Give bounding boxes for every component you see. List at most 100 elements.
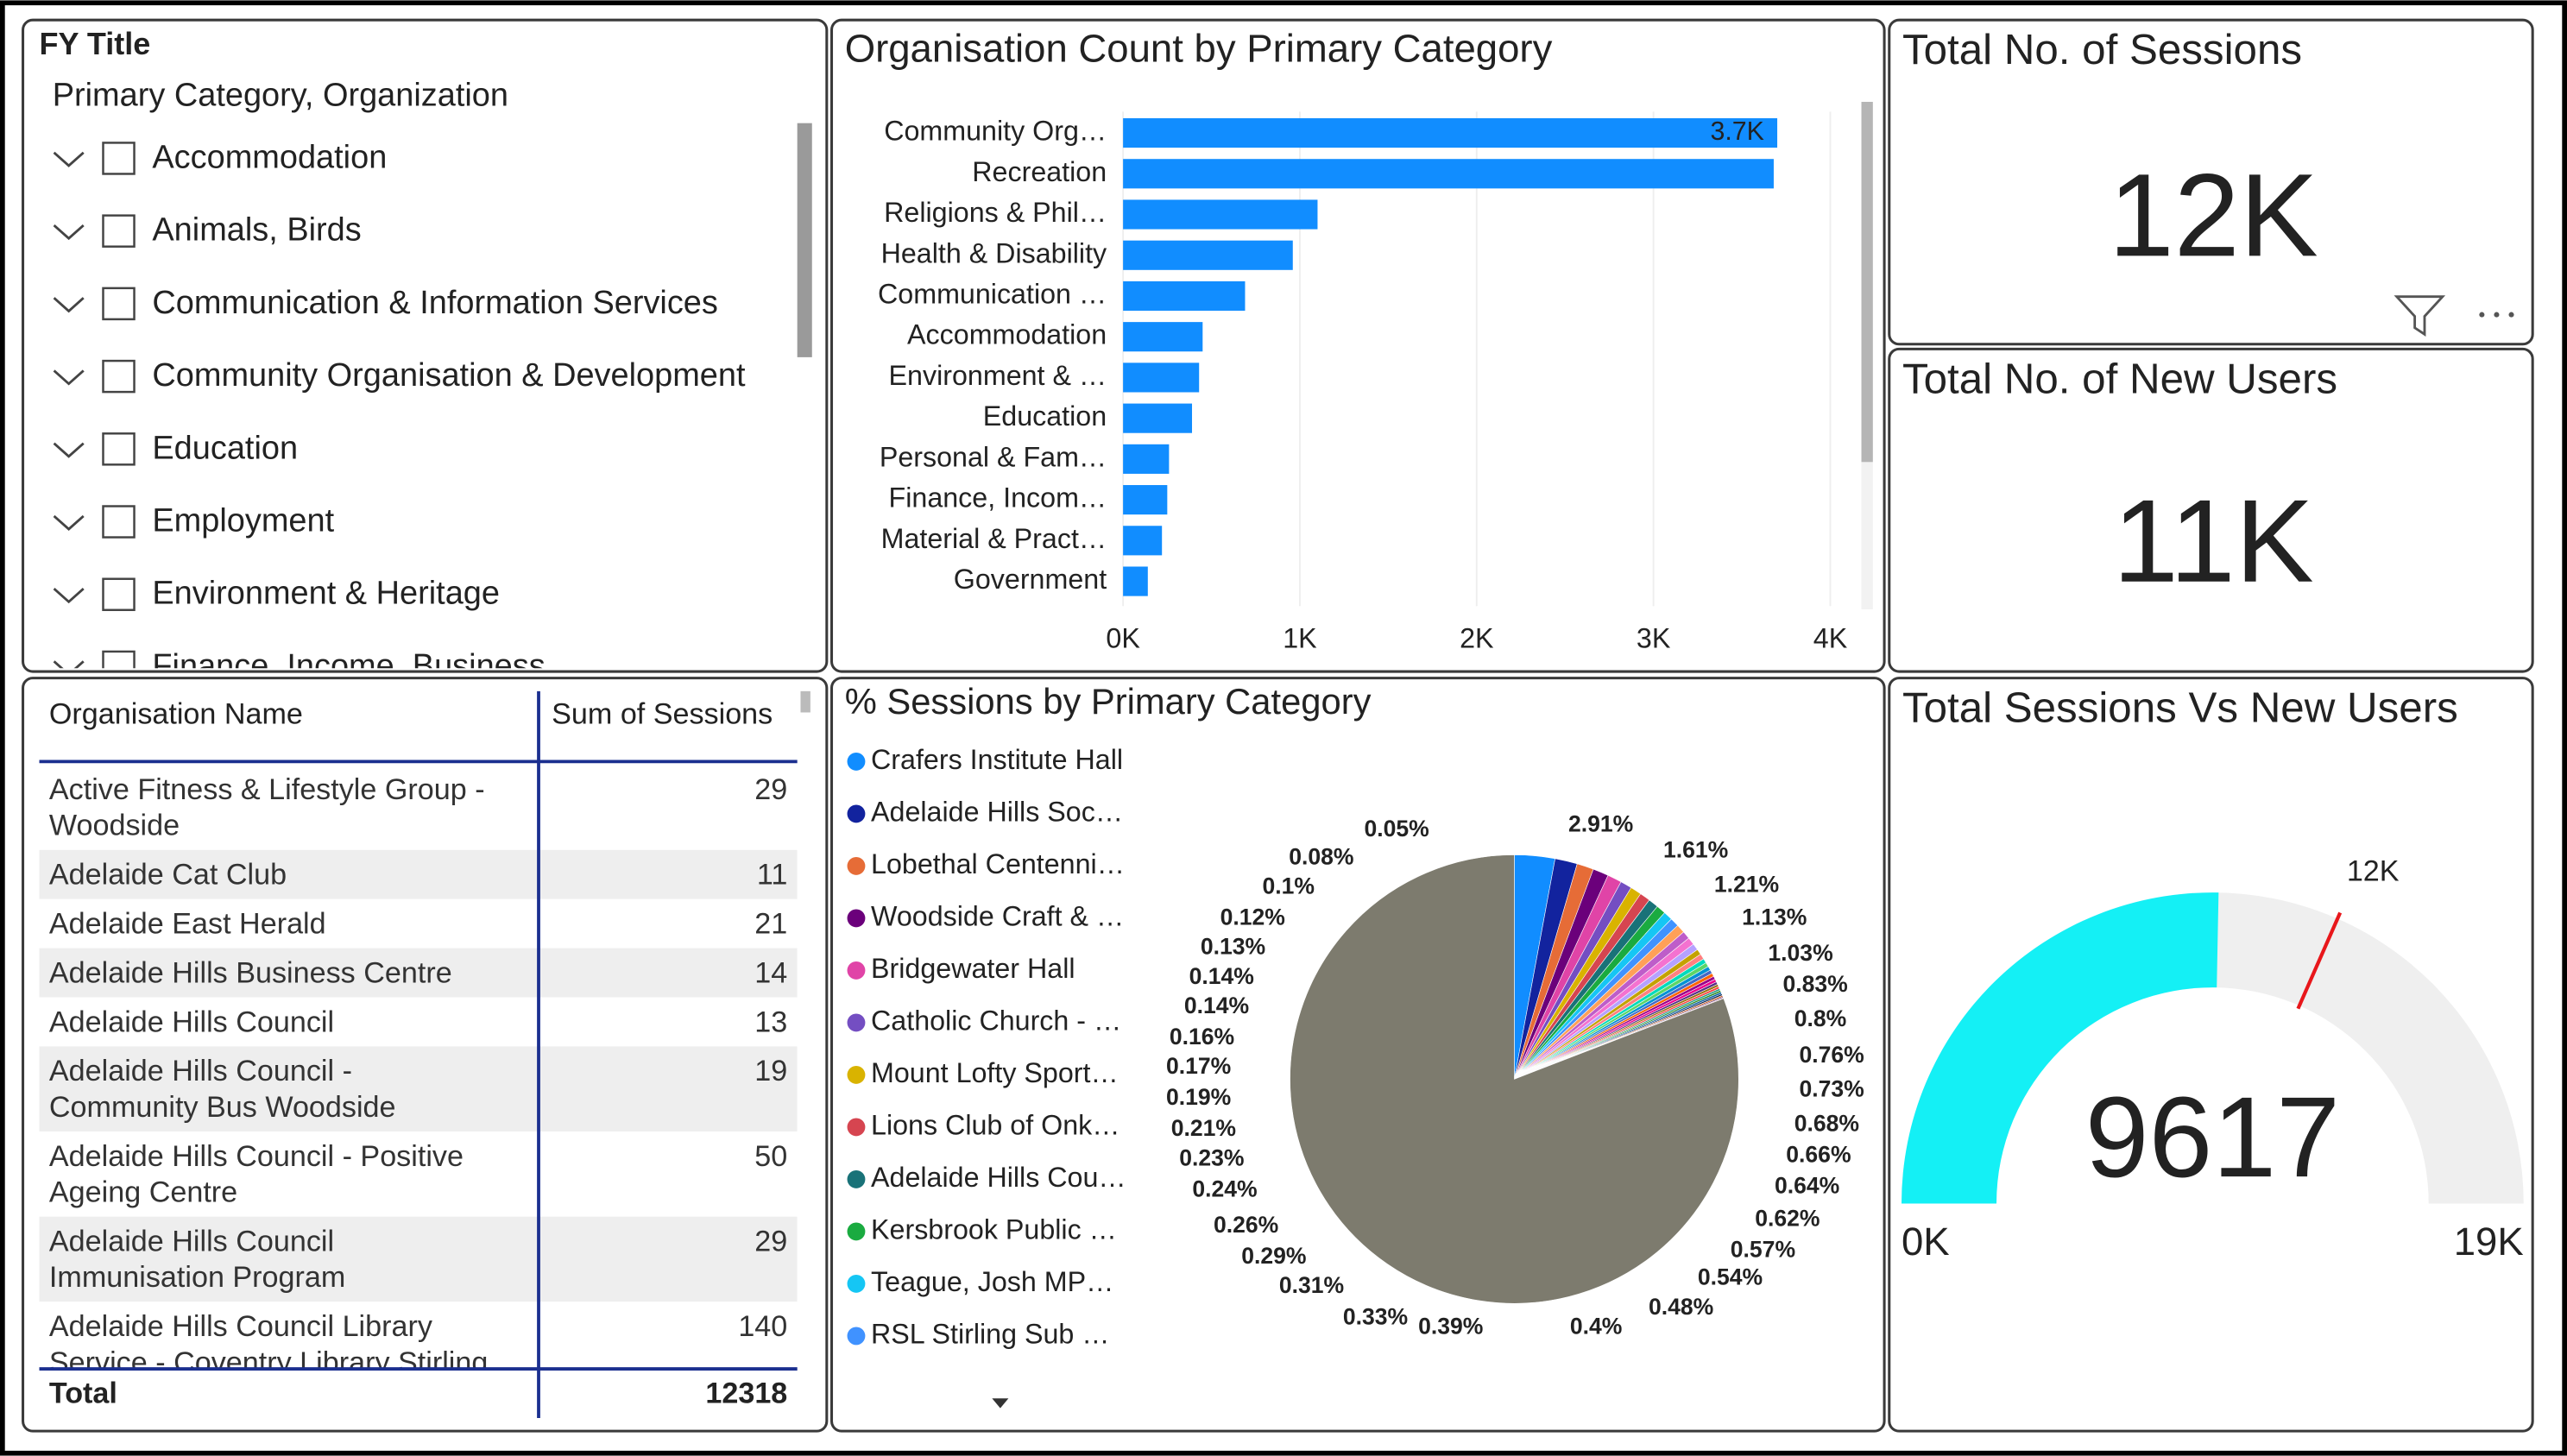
cell-value: 21 (754, 907, 788, 941)
table-row: Active Fitness & Lifestyle Group - Woods… (39, 765, 798, 850)
column-header[interactable]: Organisation Name (49, 697, 303, 730)
x-tick-label: 0K (1106, 623, 1140, 654)
cell-value: 19 (754, 1054, 788, 1087)
legend-marker (847, 909, 866, 928)
table-row: Adelaide Hills Business Centre 14 (39, 948, 798, 998)
gauge-fill (1901, 892, 2219, 1204)
expand-chevron[interactable] (53, 369, 85, 386)
y-tick-label: Environment & … (889, 360, 1107, 391)
card-value: 12K (2109, 148, 2318, 280)
checkbox[interactable] (102, 505, 136, 539)
legend-marker (847, 1118, 866, 1137)
unlabeled-slices (1290, 854, 1739, 1304)
gauge-tick-label: 0K (1902, 1220, 1950, 1264)
legend-label: RSL Stirling Sub … (871, 1318, 1109, 1349)
gauge-panel (1888, 677, 2534, 1433)
slicer-item: Employment (152, 502, 334, 539)
expand-chevron[interactable] (53, 660, 85, 674)
table-row: Adelaide Hills Council Immunisation Prog… (39, 1216, 798, 1302)
slicer-header: Primary Category, Organization (53, 77, 508, 113)
data-label: 0.17% (1166, 1053, 1231, 1079)
cell-value: 140 (738, 1309, 788, 1343)
bar (1123, 159, 1774, 189)
gauge-tick-label: 19K (2454, 1220, 2524, 1264)
data-label: 0.64% (1775, 1173, 1839, 1199)
expand-chevron[interactable] (53, 442, 85, 458)
cell-name: Active Fitness & Lifestyle Group - Woods… (48, 772, 485, 842)
cell-value: 13 (754, 1005, 788, 1038)
cell-name: Adelaide Hills Council (48, 1005, 335, 1038)
bar (1123, 322, 1203, 352)
data-label: 0.54% (1698, 1264, 1763, 1290)
bar (1123, 199, 1318, 230)
expand-chevron[interactable] (53, 224, 85, 241)
slicer-item: Accommodation (152, 139, 387, 175)
data-label: 2.91% (1568, 810, 1633, 836)
x-tick-label: 1K (1283, 623, 1317, 654)
total-value: 12318 (705, 1377, 787, 1409)
legend-label: Teague, Josh MP… (871, 1266, 1113, 1297)
legend-label: Adelaide Hills Soc… (871, 796, 1123, 827)
slicer-item: Environment & Heritage (152, 576, 500, 612)
data-label: 1.21% (1714, 872, 1779, 898)
bar (1123, 117, 1778, 148)
more-options[interactable] (2479, 312, 2514, 318)
table-row: Adelaide Hills Council Library Service -… (39, 1302, 798, 1370)
x-tick-label: 2K (1460, 623, 1494, 654)
legend-marker (847, 752, 866, 771)
bar (1123, 403, 1193, 433)
data-label: 0.14% (1189, 963, 1254, 989)
data-label: 0.26% (1214, 1212, 1278, 1238)
bar (1123, 485, 1168, 515)
column-header[interactable]: Sum of Sessions (552, 697, 773, 730)
checkbox[interactable] (102, 214, 136, 248)
checkbox[interactable] (102, 142, 136, 175)
expand-chevron[interactable] (53, 297, 85, 313)
legend-label: Catholic Church - … (871, 1005, 1121, 1036)
card-title: Total No. of Sessions (1902, 26, 2302, 73)
scrollbar[interactable] (1861, 102, 1873, 463)
data-label: 0.21% (1171, 1115, 1236, 1141)
expand-chevron[interactable] (53, 514, 85, 531)
data-label: 0.08% (1289, 843, 1353, 869)
table-row: Adelaide Cat Club 11 (39, 849, 798, 899)
slicer-panel (22, 18, 829, 673)
scrollbar[interactable] (797, 123, 812, 357)
cell-value: 11 (756, 858, 788, 892)
x-tick-label: 3K (1637, 623, 1671, 654)
chart-title: Organisation Count by Primary Category (845, 26, 1553, 70)
legend-marker (847, 1274, 866, 1293)
checkbox[interactable] (102, 287, 136, 321)
slicer-item: Community Organisation & Development (152, 357, 746, 394)
filter-icon[interactable] (2394, 295, 2446, 337)
legend-marker (847, 804, 866, 823)
checkbox[interactable] (102, 650, 136, 683)
checkbox[interactable] (102, 432, 136, 466)
data-label: 0.14% (1184, 993, 1249, 1018)
scrollbar[interactable] (800, 690, 810, 713)
cell-value: 50 (754, 1139, 788, 1173)
checkbox[interactable] (102, 577, 136, 611)
bar (1123, 444, 1170, 474)
data-label: 0.4% (1570, 1314, 1623, 1339)
legend-marker (847, 1013, 866, 1032)
table-body: Active Fitness & Lifestyle Group - Woods… (39, 765, 798, 1370)
expand-chevron[interactable] (53, 151, 85, 167)
table-row: Adelaide Hills Council 13 (39, 997, 798, 1047)
data-label: 0.05% (1365, 816, 1429, 841)
legend-label: Lions Club of Onk… (871, 1109, 1120, 1140)
legend-scroll[interactable] (992, 1398, 1009, 1409)
card-value: 11K (2113, 475, 2314, 607)
card-panel (1888, 18, 2534, 346)
y-tick-label: Education (983, 400, 1107, 432)
cell-name: Adelaide Cat Club (48, 858, 287, 892)
checkbox[interactable] (102, 359, 136, 394)
data-label: 0.39% (1418, 1314, 1483, 1339)
data-label: 0.31% (1279, 1272, 1344, 1298)
table-row: Adelaide Hills Council - Positive Ageing… (39, 1131, 798, 1217)
cell-name: Adelaide Hills Council Immunisation Prog… (48, 1225, 346, 1294)
expand-chevron[interactable] (53, 588, 85, 604)
table-row: Adelaide Hills Council - Community Bus W… (39, 1046, 798, 1132)
data-label: 0.66% (1786, 1141, 1851, 1167)
cell-name: Adelaide Hills Council - Community Bus W… (48, 1054, 396, 1124)
